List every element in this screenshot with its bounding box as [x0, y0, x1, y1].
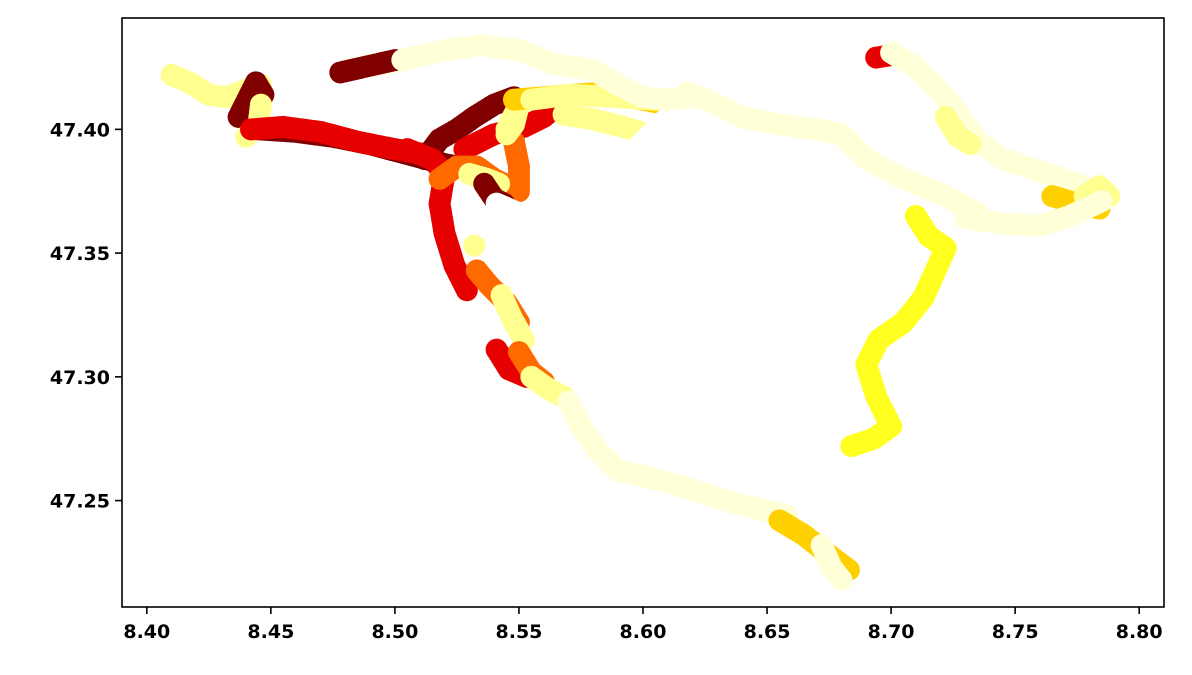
data-point	[1090, 190, 1113, 213]
x-tick-label: 8.70	[868, 621, 915, 643]
x-tick-label: 8.45	[247, 621, 294, 643]
track-11	[485, 192, 570, 225]
x-tick-label: 8.40	[123, 621, 170, 643]
track-20	[810, 534, 853, 591]
x-tick-label: 8.60	[620, 621, 667, 643]
track-35	[954, 190, 1113, 237]
y-tick-label: 47.35	[50, 243, 110, 265]
x-tick-label: 8.75	[992, 621, 1039, 643]
track-14	[490, 284, 535, 351]
data-point	[830, 568, 853, 591]
data-point	[959, 133, 982, 156]
x-tick-label: 8.55	[496, 621, 543, 643]
track-32	[934, 105, 982, 156]
data-point	[840, 435, 863, 458]
y-tick-label: 47.40	[50, 119, 110, 141]
x-axis: 8.40 8.45 8.50 8.55 8.60 8.65 8.70 8.75 8.80	[123, 607, 1163, 643]
plot-background	[122, 18, 1164, 607]
x-tick-label: 8.65	[744, 621, 791, 643]
track-24	[552, 103, 659, 146]
x-tick-label: 8.50	[371, 621, 418, 643]
y-axis: 47.25 47.30 47.35 47.40	[50, 119, 122, 513]
track-4	[240, 115, 436, 166]
data-point	[547, 195, 570, 218]
track-36	[840, 204, 957, 458]
data-point	[495, 123, 518, 146]
data-point	[463, 234, 486, 257]
x-tick-label: 8.80	[1116, 621, 1163, 643]
y-tick-label: 47.25	[50, 491, 110, 513]
y-tick-label: 47.30	[50, 367, 110, 389]
track-marks	[160, 34, 1121, 591]
track-30	[676, 81, 989, 225]
track-12	[463, 234, 486, 257]
data-point	[455, 279, 478, 302]
